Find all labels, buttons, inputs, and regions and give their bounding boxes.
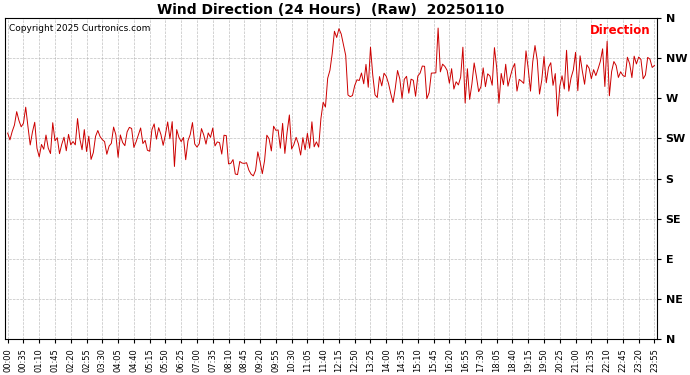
Text: Direction: Direction: [589, 24, 650, 38]
Title: Wind Direction (24 Hours)  (Raw)  20250110: Wind Direction (24 Hours) (Raw) 20250110: [157, 3, 504, 17]
Text: Copyright 2025 Curtronics.com: Copyright 2025 Curtronics.com: [9, 24, 150, 33]
